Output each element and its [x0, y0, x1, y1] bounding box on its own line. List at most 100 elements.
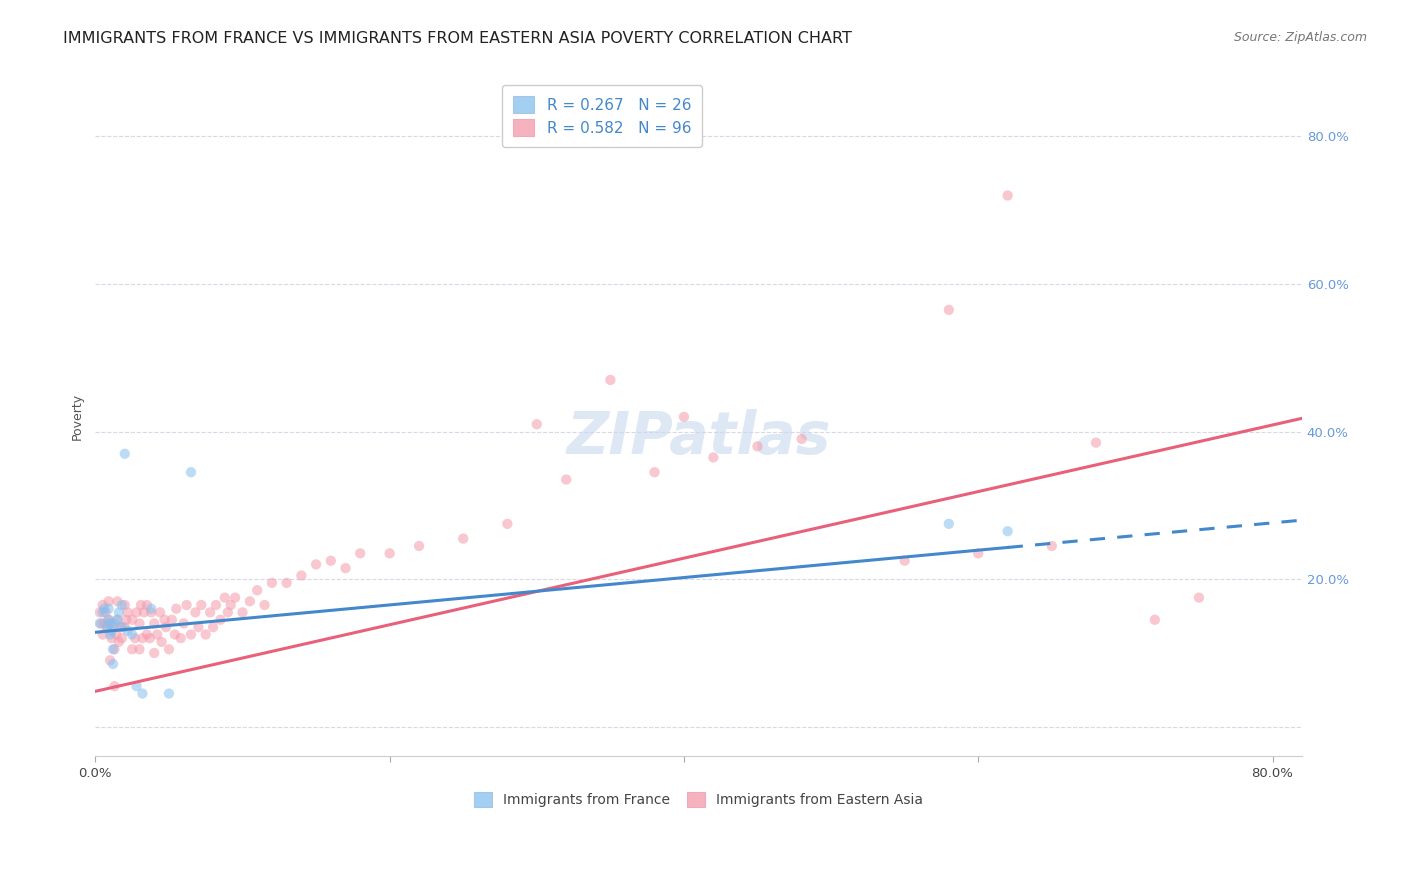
Point [157, 642, 180, 657]
Point [349, 546, 371, 560]
Point [131, 631, 153, 645]
Point [205, 598, 228, 612]
Point [96, 620, 118, 634]
Point [89, 606, 111, 620]
Point [165, 601, 187, 615]
Point [290, 568, 312, 582]
Point [91, 627, 114, 641]
Point [107, 613, 129, 627]
Point [91, 606, 114, 620]
Point [150, 635, 173, 649]
Point [219, 598, 242, 612]
Point [135, 598, 157, 612]
Point [555, 473, 578, 487]
Point [139, 631, 162, 645]
Point [378, 546, 401, 560]
Text: IMMIGRANTS FROM FRANCE VS IMMIGRANTS FROM EASTERN ASIA POVERTY CORRELATION CHART: IMMIGRANTS FROM FRANCE VS IMMIGRANTS FRO… [63, 31, 852, 46]
Point [173, 616, 195, 631]
Point [526, 417, 548, 432]
Point [194, 627, 217, 641]
Text: Source: ZipAtlas.com: Source: ZipAtlas.com [1233, 31, 1367, 45]
Point [149, 606, 172, 620]
Point [157, 687, 180, 701]
Point [98, 653, 121, 667]
Point [115, 613, 138, 627]
Point [93, 616, 115, 631]
Point [180, 627, 202, 641]
Point [143, 616, 166, 631]
Point [180, 465, 202, 479]
Point [938, 516, 960, 531]
Point [141, 601, 163, 615]
Point [96, 620, 118, 634]
Legend: Immigrants from France, Immigrants from Eastern Asia: Immigrants from France, Immigrants from … [467, 785, 931, 814]
Point [672, 409, 695, 424]
Y-axis label: Poverty: Poverty [72, 393, 84, 441]
Point [97, 594, 120, 608]
Point [124, 631, 146, 645]
Point [103, 679, 125, 693]
Point [121, 613, 143, 627]
Point [239, 594, 262, 608]
Point [153, 613, 176, 627]
Point [114, 447, 136, 461]
Point [128, 642, 150, 657]
Point [1084, 435, 1107, 450]
Point [108, 635, 131, 649]
Point [170, 631, 193, 645]
Point [187, 620, 209, 634]
Point [100, 631, 122, 645]
Point [108, 606, 131, 620]
Point [90, 616, 112, 631]
Point [114, 598, 136, 612]
Point [160, 613, 183, 627]
Point [91, 598, 114, 612]
Point [128, 616, 150, 631]
Point [146, 627, 169, 641]
Point [198, 606, 221, 620]
Point [176, 598, 198, 612]
Point [496, 516, 519, 531]
Point [97, 613, 120, 627]
Point [1143, 613, 1166, 627]
Point [101, 620, 124, 634]
Point [202, 620, 225, 634]
Text: ZIPatlas: ZIPatlas [567, 409, 831, 466]
Point [408, 539, 430, 553]
Point [117, 624, 139, 638]
Point [260, 575, 283, 590]
Point [111, 631, 134, 645]
Point [114, 620, 136, 634]
Point [143, 646, 166, 660]
Point [747, 439, 769, 453]
Point [141, 606, 163, 620]
Point [938, 302, 960, 317]
Point [104, 627, 127, 641]
Point [319, 554, 342, 568]
Point [121, 627, 143, 641]
Point [997, 188, 1019, 202]
Point [217, 606, 239, 620]
Point [155, 620, 177, 634]
Point [335, 561, 357, 575]
Point [97, 613, 120, 627]
Point [125, 606, 148, 620]
Point [98, 616, 121, 631]
Point [305, 558, 328, 572]
Point [253, 598, 276, 612]
Point [190, 598, 212, 612]
Point [246, 583, 269, 598]
Point [111, 598, 134, 612]
Point [893, 554, 915, 568]
Point [117, 606, 139, 620]
Point [135, 627, 157, 641]
Point [644, 465, 666, 479]
Point [997, 524, 1019, 539]
Point [790, 432, 813, 446]
Point [103, 616, 125, 631]
Point [129, 598, 152, 612]
Point [107, 613, 129, 627]
Point [111, 620, 134, 634]
Point [93, 601, 115, 615]
Point [702, 450, 724, 465]
